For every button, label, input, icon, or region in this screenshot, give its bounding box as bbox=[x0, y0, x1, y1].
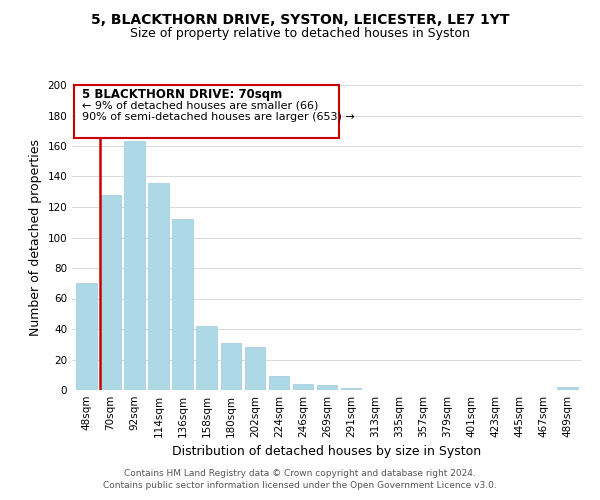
Bar bbox=[245, 348, 265, 390]
Bar bbox=[74, 85, 339, 138]
Bar bbox=[557, 387, 578, 390]
Text: 5, BLACKTHORN DRIVE, SYSTON, LEICESTER, LE7 1YT: 5, BLACKTHORN DRIVE, SYSTON, LEICESTER, … bbox=[91, 12, 509, 26]
Bar bbox=[124, 142, 145, 390]
Text: ← 9% of detached houses are smaller (66): ← 9% of detached houses are smaller (66) bbox=[82, 100, 318, 110]
Bar bbox=[196, 326, 217, 390]
Bar bbox=[293, 384, 313, 390]
Text: 90% of semi-detached houses are larger (653) →: 90% of semi-detached houses are larger (… bbox=[82, 112, 355, 122]
Bar bbox=[341, 388, 361, 390]
Bar bbox=[76, 283, 97, 390]
X-axis label: Distribution of detached houses by size in Syston: Distribution of detached houses by size … bbox=[172, 446, 482, 458]
Bar bbox=[317, 386, 337, 390]
Text: Contains HM Land Registry data © Crown copyright and database right 2024.: Contains HM Land Registry data © Crown c… bbox=[124, 468, 476, 477]
Text: Size of property relative to detached houses in Syston: Size of property relative to detached ho… bbox=[130, 28, 470, 40]
Bar bbox=[221, 342, 241, 390]
Text: Contains public sector information licensed under the Open Government Licence v3: Contains public sector information licen… bbox=[103, 481, 497, 490]
Bar bbox=[172, 219, 193, 390]
Bar bbox=[100, 195, 121, 390]
Text: 5 BLACKTHORN DRIVE: 70sqm: 5 BLACKTHORN DRIVE: 70sqm bbox=[82, 88, 282, 101]
Y-axis label: Number of detached properties: Number of detached properties bbox=[29, 139, 42, 336]
Bar bbox=[269, 376, 289, 390]
Bar bbox=[148, 182, 169, 390]
